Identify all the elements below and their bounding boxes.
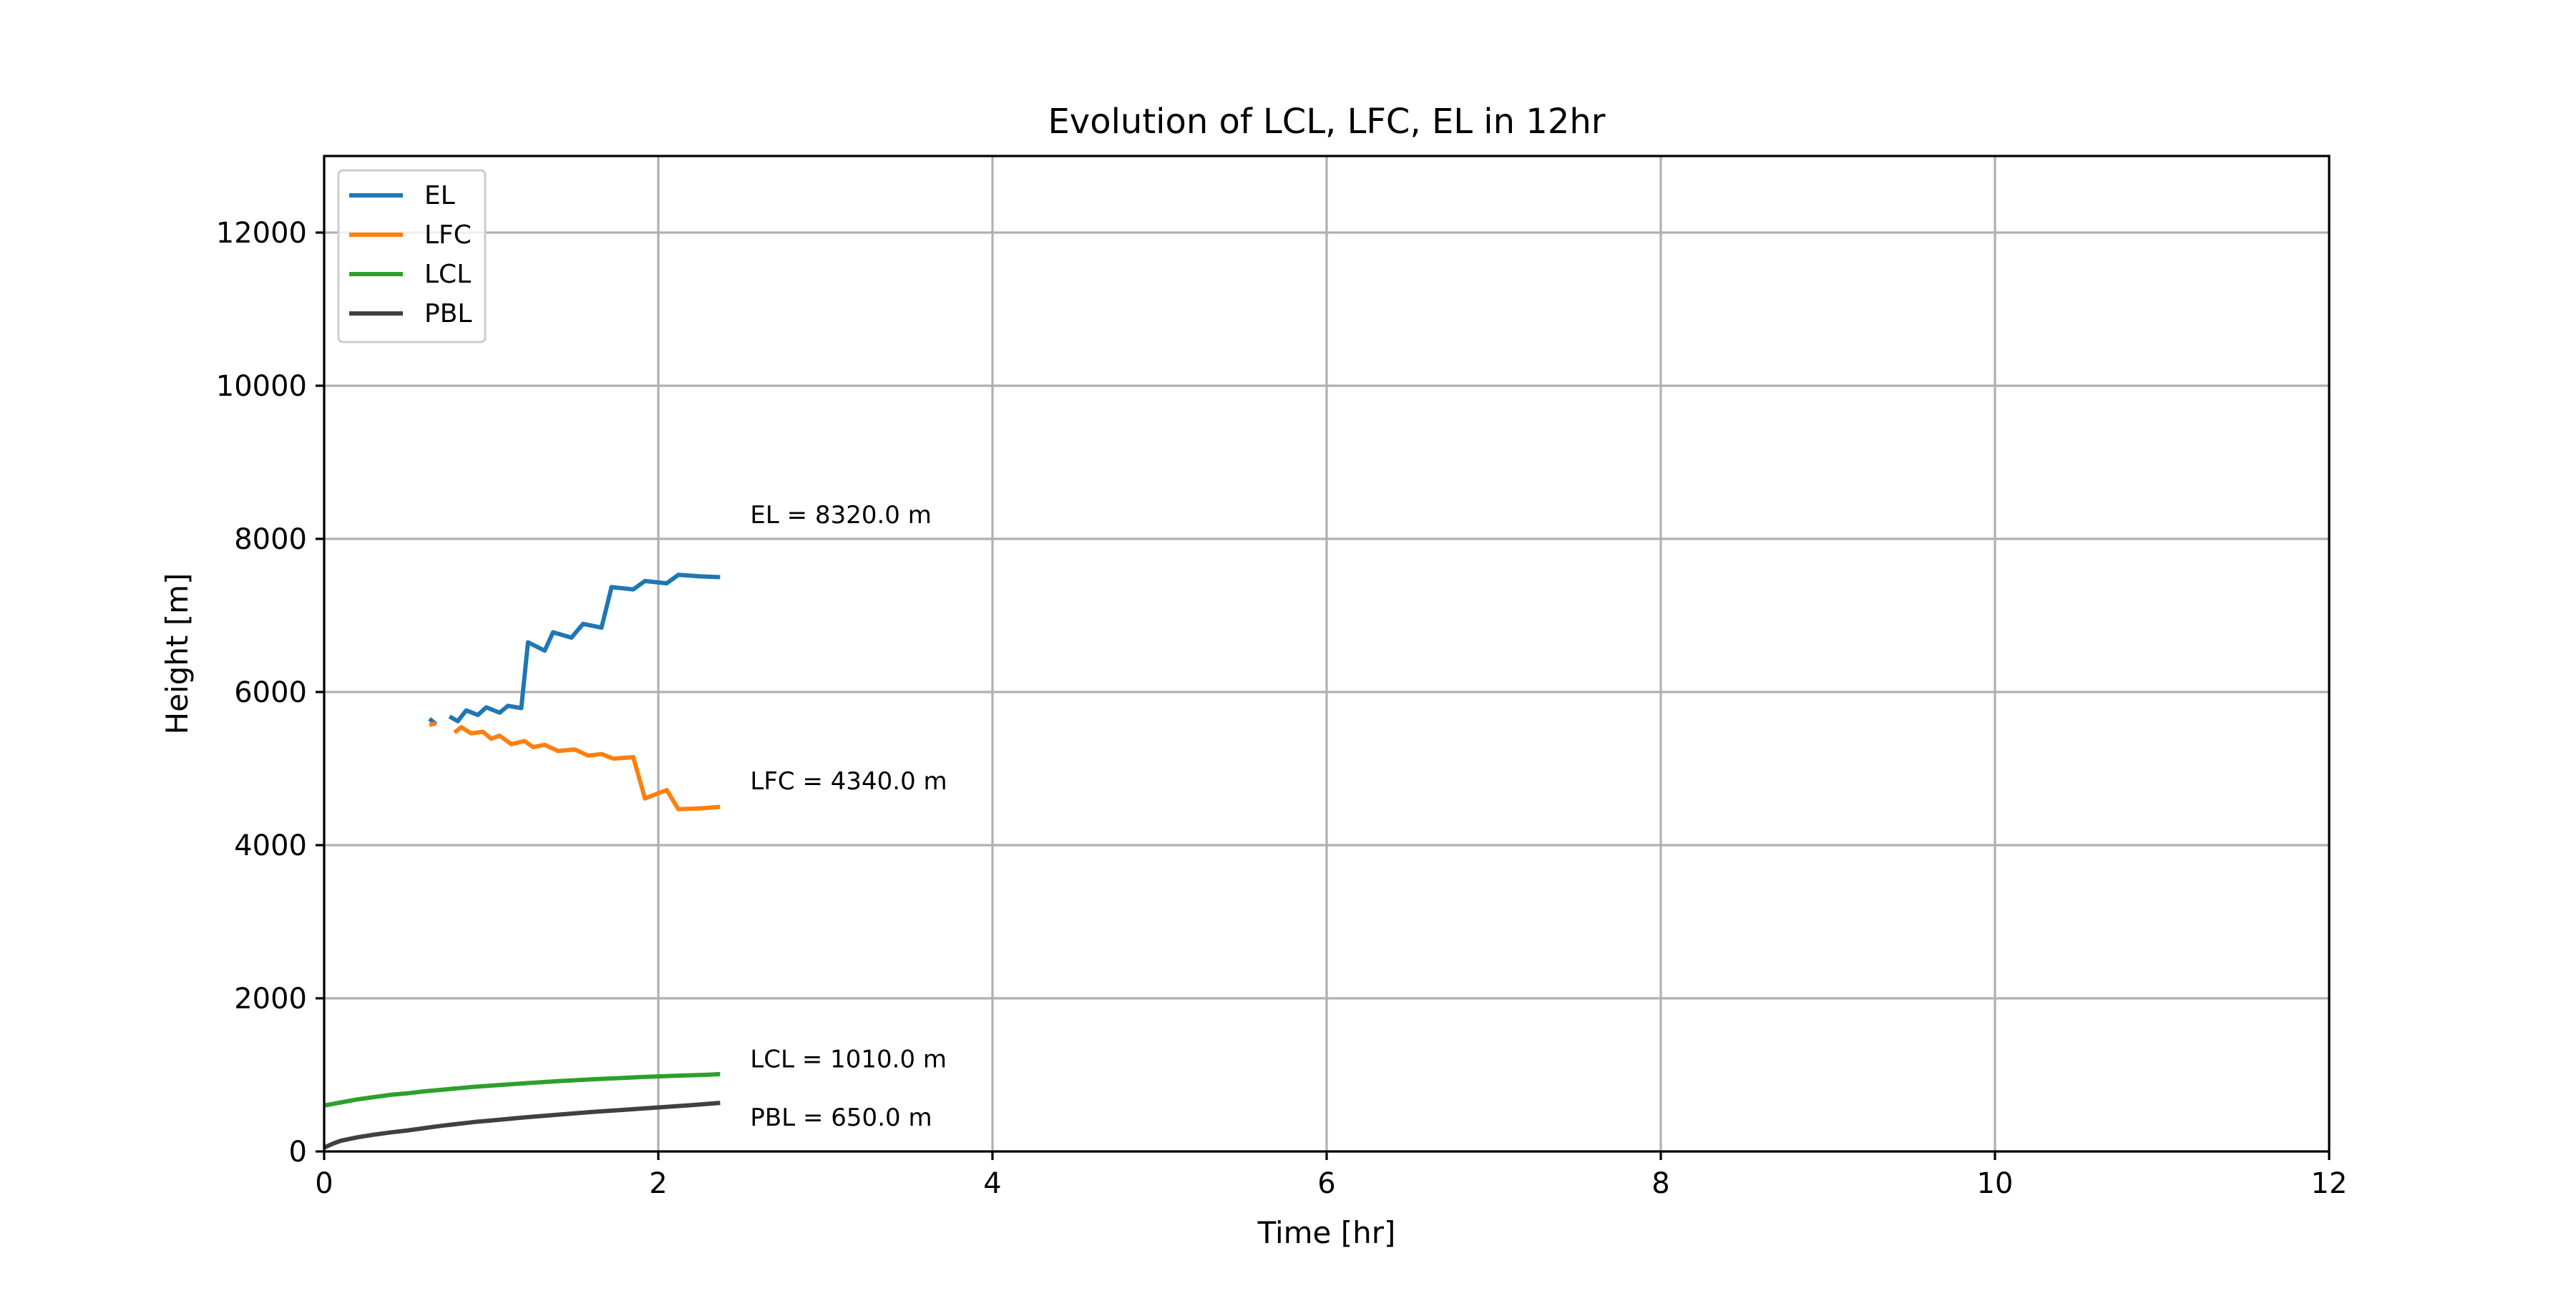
x-tick-label-5: 10 <box>1977 1167 2014 1200</box>
chart-title: Evolution of LCL, LFC, EL in 12hr <box>1048 102 1605 142</box>
legend-label-pbl: PBL <box>424 299 472 328</box>
ticks-layer: 0 2 4 6 8 10 12 0 2000 4000 6000 8000 10000 12000 <box>216 217 2348 1200</box>
x-tick-label-6: 12 <box>2311 1167 2348 1200</box>
y-axis-label: Height [m] <box>160 573 195 735</box>
annotation-1: LFC = 4340.0 m <box>750 767 947 796</box>
y-tick-label-1: 2000 <box>234 983 307 1015</box>
series-line-lcl <box>323 1071 721 1108</box>
legend-label-lcl: LCL <box>424 260 471 289</box>
x-tick-label-3: 6 <box>1317 1167 1335 1200</box>
annotation-0: EL = 8320.0 m <box>750 501 931 530</box>
legend: EL LFC LCL PBL <box>337 169 487 344</box>
y-tick-label-0: 0 <box>289 1136 307 1169</box>
series-line-el <box>428 573 721 726</box>
grid-layer <box>323 156 2331 1153</box>
annotation-3: PBL = 650.0 m <box>750 1104 932 1132</box>
annotation-2: LCL = 1010.0 m <box>750 1046 947 1074</box>
legend-label-lfc: LFC <box>424 220 472 250</box>
y-tick-label-2: 4000 <box>234 829 307 862</box>
x-tick-label-0: 0 <box>315 1167 333 1200</box>
series-line-pbl <box>323 1101 721 1150</box>
y-tick-label-3: 6000 <box>234 676 307 709</box>
annotation-layer: EL = 8320.0 m LFC = 4340.0 m LCL = 1010.0 … <box>750 501 947 1132</box>
x-tick-label-1: 2 <box>649 1167 667 1200</box>
legend-box <box>337 169 487 344</box>
x-tick-label-2: 4 <box>983 1167 1001 1200</box>
y-tick-label-6: 12000 <box>216 217 307 250</box>
x-tick-label-4: 8 <box>1652 1167 1669 1200</box>
series-layer <box>323 573 721 1150</box>
y-tick-label-4: 8000 <box>234 523 307 556</box>
series-line-lfc <box>429 721 721 812</box>
x-axis-label: Time [hr] <box>1257 1215 1396 1250</box>
legend-label-el: EL <box>424 181 455 210</box>
y-tick-label-5: 10000 <box>216 370 307 403</box>
